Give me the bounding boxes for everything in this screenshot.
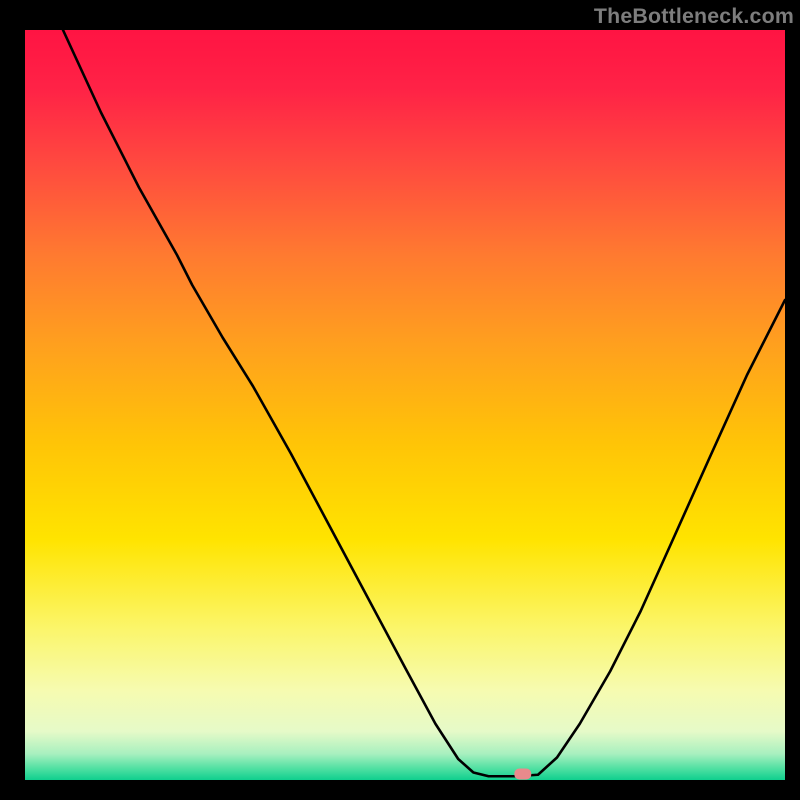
bottleneck-chart	[0, 0, 800, 800]
watermark-text: TheBottleneck.com	[594, 4, 794, 29]
optimal-marker	[514, 769, 531, 780]
